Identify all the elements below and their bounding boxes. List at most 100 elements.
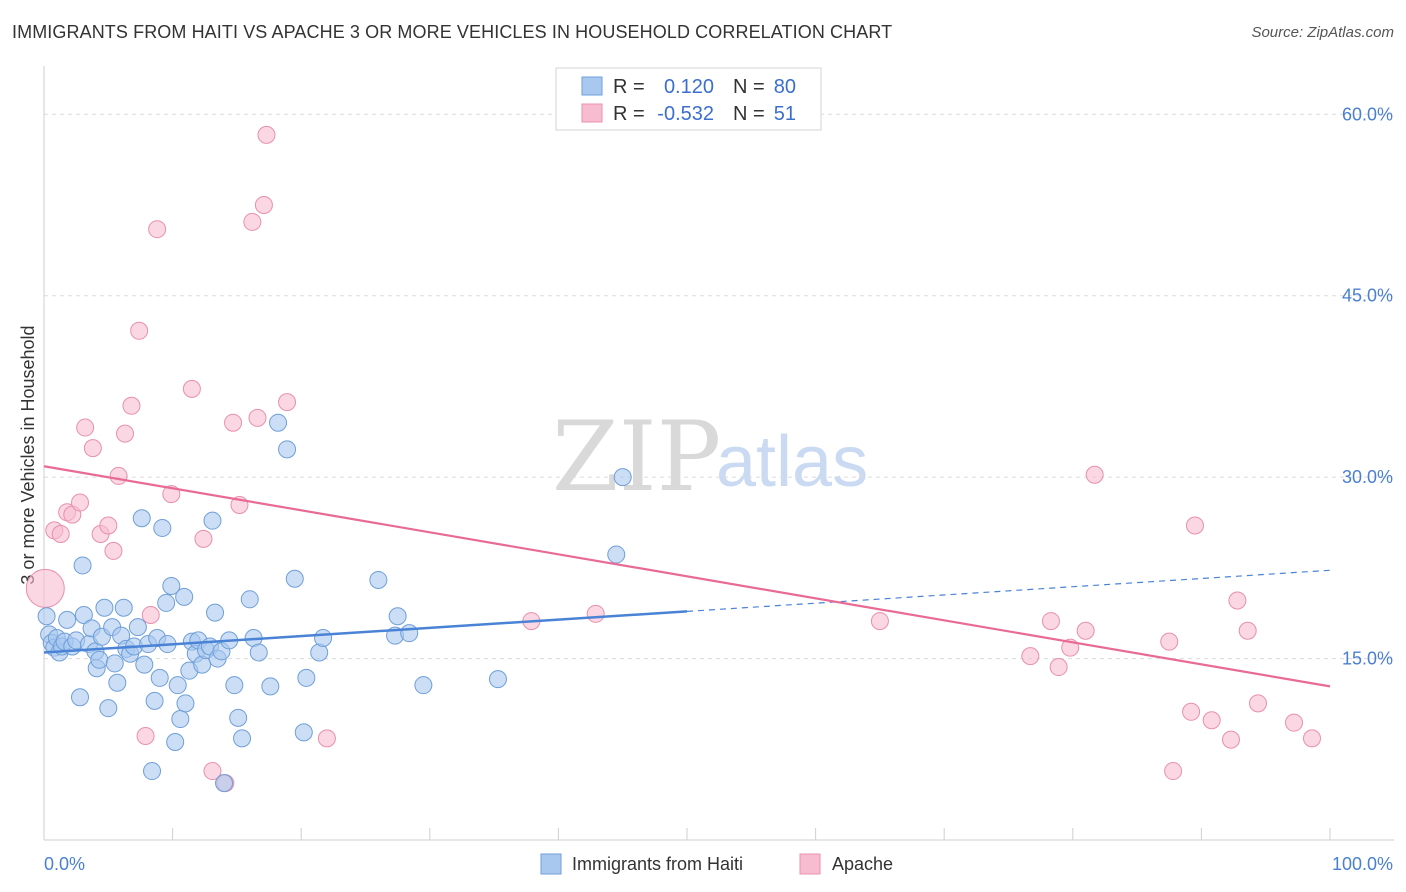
series-legend: Immigrants from Haiti Apache: [540, 853, 893, 875]
apache-trend-line: [43, 465, 1331, 688]
apache-point-13: [122, 396, 141, 415]
haiti-point-32: [135, 655, 154, 674]
haiti-points: [37, 413, 632, 793]
legend-n-value-haiti: 80: [774, 76, 796, 98]
y-tick-label-3: 60.0%: [1342, 104, 1393, 124]
apache-point-49: [1284, 713, 1303, 732]
legend-swatch-haiti: [581, 76, 603, 96]
haiti-point-80: [607, 545, 626, 564]
haiti-point-55: [206, 603, 225, 622]
apache-point-20: [194, 529, 213, 548]
apache-point-34: [1021, 647, 1040, 666]
apache-point-7: [83, 439, 102, 458]
trend-lines: [43, 465, 1331, 688]
haiti-point-45: [175, 587, 194, 606]
apache-point-36: [1049, 658, 1068, 677]
apache-point-38: [1076, 621, 1095, 640]
legend-swatch-apache: [581, 103, 603, 123]
apache-point-45: [1221, 730, 1240, 749]
apache-point-6: [76, 418, 95, 437]
haiti-point-20: [95, 598, 114, 617]
haiti-point-41: [162, 577, 181, 595]
apache-point-14: [130, 321, 149, 340]
legend-r-value-haiti: 0.120: [664, 76, 714, 98]
x-tick-label-min: 0.0%: [44, 854, 85, 874]
y-axis-title: 3 or more Vehicles in Household: [18, 325, 38, 584]
legend-n-label-haiti: N =: [733, 76, 765, 98]
apache-point-16: [141, 606, 160, 625]
bottom-legend-swatch-apache: [799, 853, 821, 875]
haiti-point-68: [278, 440, 297, 459]
haiti-point-30: [128, 618, 147, 637]
haiti-point-12: [73, 556, 92, 575]
haiti-point-70: [294, 723, 313, 742]
haiti-point-37: [150, 668, 169, 687]
haiti-point-65: [249, 643, 268, 662]
watermark-zip: ZIP: [552, 401, 721, 513]
legend-r-value-apache: -0.532: [657, 103, 714, 125]
apache-point-42: [1182, 702, 1201, 721]
apache-point-0: [25, 568, 65, 608]
apache-point-35: [1041, 612, 1060, 631]
legend-n-label-apache: N =: [733, 103, 765, 125]
watermark-atlas: atlas: [716, 422, 868, 502]
x-tick-labels: 0.0% 100.0%: [44, 854, 1393, 874]
apache-point-27: [254, 196, 273, 214]
haiti-point-79: [488, 670, 507, 689]
haiti-point-38: [153, 518, 172, 537]
apache-point-39: [1085, 465, 1104, 484]
haiti-point-71: [297, 668, 316, 687]
haiti-point-42: [166, 733, 185, 752]
y-tick-label-2: 45.0%: [1342, 286, 1393, 306]
legend-r-label-apache: R =: [613, 103, 645, 125]
haiti-point-23: [105, 654, 124, 673]
y-tick-labels: 15.0% 30.0% 45.0% 60.0%: [1342, 104, 1393, 668]
apache-point-30: [317, 729, 336, 748]
apache-point-47: [1238, 621, 1257, 640]
haiti-point-11: [71, 688, 90, 707]
haiti-point-63: [240, 590, 259, 609]
apache-point-41: [1164, 762, 1183, 781]
haiti-point-76: [388, 607, 407, 626]
haiti-point-81: [613, 468, 632, 487]
haiti-point-21: [99, 699, 118, 718]
apache-point-46: [1228, 591, 1247, 610]
haiti-point-60: [225, 676, 244, 695]
legend-r-label-haiti: R =: [613, 76, 645, 98]
apache-point-32: [586, 604, 605, 623]
haiti-point-77: [400, 624, 419, 643]
apache-point-12: [116, 424, 135, 443]
haiti-point-39: [157, 593, 176, 612]
source-label: Source: ZipAtlas.com: [1251, 24, 1394, 41]
haiti-point-67: [269, 413, 288, 432]
apache-point-9: [99, 516, 118, 535]
apache-point-5: [71, 493, 90, 512]
apache-point-15: [136, 726, 155, 745]
correlation-legend: R = 0.120 N = 80 R = -0.532 N = 51: [555, 67, 822, 131]
haiti-point-0: [37, 607, 56, 626]
apache-point-10: [104, 541, 123, 560]
apache-point-19: [182, 379, 201, 398]
y-tick-label-0: 15.0%: [1342, 649, 1393, 669]
apache-point-50: [1302, 729, 1321, 748]
haiti-point-61: [229, 708, 248, 727]
apache-point-40: [1160, 632, 1179, 651]
haiti-point-13: [74, 606, 93, 625]
apache-point-26: [248, 408, 267, 427]
grid-lines: [44, 113, 1394, 660]
haiti-point-74: [369, 570, 388, 589]
apache-point-48: [1248, 694, 1267, 713]
haiti-point-8: [58, 610, 77, 629]
chart-title: IMMIGRANTS FROM HAITI VS APACHE 3 OR MOR…: [12, 22, 893, 42]
haiti-point-18: [90, 650, 109, 669]
haiti-point-44: [171, 710, 190, 729]
haiti-trend-line-extension: [686, 569, 1331, 612]
bottom-legend-label-apache: Apache: [832, 854, 893, 874]
bottom-legend-label-haiti: Immigrants from Haiti: [572, 854, 743, 874]
apache-point-11: [109, 466, 128, 485]
haiti-point-34: [143, 762, 162, 781]
haiti-point-35: [145, 691, 164, 710]
apache-point-33: [870, 612, 889, 631]
haiti-point-31: [132, 509, 151, 528]
